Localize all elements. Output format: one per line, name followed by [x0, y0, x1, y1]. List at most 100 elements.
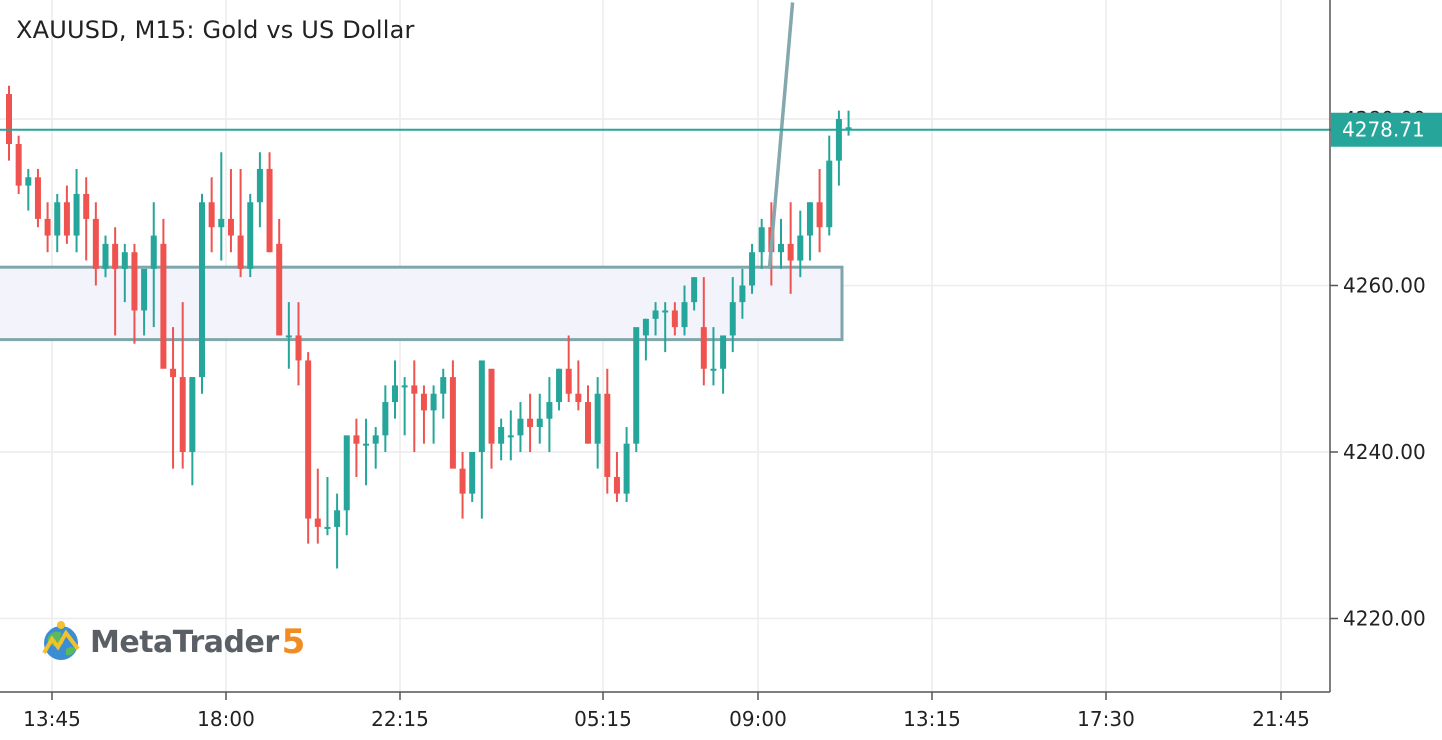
- candle-body-30: [295, 335, 302, 361]
- candle-body-48: [469, 452, 476, 494]
- logo-number: 5: [281, 622, 306, 662]
- candle-body-65: [633, 327, 640, 444]
- y-tick-label-2: 4260.00: [1343, 274, 1426, 298]
- candle-body-38: [372, 435, 379, 444]
- candle-body-86: [835, 119, 842, 161]
- x-tick-label-5: 13:15: [903, 707, 961, 731]
- x-tick-label-7: 21:45: [1252, 707, 1310, 731]
- chart-overlays: [0, 2, 1442, 270]
- candle-body-33: [324, 526, 331, 529]
- candle-body-16: [160, 243, 167, 369]
- x-tick-label-6: 17:30: [1077, 707, 1135, 731]
- candle-body-20: [199, 202, 205, 378]
- metatrader-logo: MetaTrader 5: [38, 619, 305, 665]
- candle-body-40: [392, 385, 398, 403]
- candle-body-87: [845, 127, 852, 130]
- candle-body-47: [459, 468, 466, 494]
- candle-body-72: [700, 327, 707, 369]
- candle-body-14: [141, 268, 148, 311]
- candle-body-67: [652, 310, 659, 319]
- candle-body-46: [449, 377, 456, 469]
- candle-body-28: [276, 243, 283, 336]
- trend-line: [767, 2, 795, 270]
- candle-body-57: [556, 368, 563, 403]
- candle-body-2: [25, 177, 32, 186]
- candle-body-17: [170, 368, 177, 378]
- candle-body-75: [729, 302, 736, 336]
- candle-body-76: [739, 285, 746, 303]
- candle-body-29: [285, 335, 292, 338]
- x-tick-label-2: 22:15: [371, 707, 429, 731]
- candle-body-82: [797, 235, 804, 261]
- candle-body-18: [179, 377, 186, 452]
- candle-body-10: [102, 243, 109, 269]
- candle-body-43: [420, 393, 427, 411]
- candle-body-23: [227, 218, 234, 236]
- candle-body-85: [826, 160, 833, 228]
- current-price-label: 4278.71: [1342, 118, 1425, 142]
- candle-body-7: [73, 193, 80, 236]
- candle-body-61: [594, 393, 601, 444]
- support-zone-layer: [0, 265, 844, 342]
- candle-body-73: [710, 368, 717, 371]
- y-tick-label-0: 4220.00: [1343, 607, 1426, 631]
- candle-body-51: [498, 427, 505, 444]
- x-tick-label-1: 18:00: [197, 707, 255, 731]
- candle-body-6: [63, 202, 70, 236]
- candle-body-39: [382, 402, 389, 436]
- candle-body-27: [266, 168, 273, 253]
- candle-body-60: [585, 402, 591, 444]
- candle-body-19: [189, 377, 196, 452]
- candle-body-64: [623, 443, 630, 494]
- candle-body-68: [662, 310, 669, 313]
- metatrader-globe-icon: [42, 621, 80, 660]
- candle-body-25: [247, 202, 254, 269]
- candle-body-5: [54, 202, 61, 236]
- candle-body-41: [401, 385, 408, 388]
- candle-body-13: [131, 252, 138, 311]
- candle-body-63: [613, 476, 620, 494]
- candle-body-66: [642, 318, 649, 336]
- candle-body-53: [517, 418, 524, 436]
- candle-body-50: [488, 368, 495, 444]
- candlestick-series: [6, 85, 852, 569]
- candle-body-45: [440, 377, 447, 394]
- candle-body-15: [150, 235, 157, 269]
- candle-body-77: [749, 252, 756, 286]
- candle-body-11: [112, 243, 119, 269]
- candle-body-36: [353, 435, 360, 444]
- chart-title: XAUUSD, M15: Gold vs US Dollar: [16, 16, 415, 44]
- logo-word: MetaTrader: [90, 624, 279, 660]
- candle-body-0: [6, 94, 12, 144]
- candle-body-70: [681, 302, 688, 328]
- candle-body-8: [83, 193, 90, 219]
- current-price-tag: [1331, 112, 1442, 147]
- candle-body-81: [787, 243, 794, 261]
- candle-body-4: [44, 218, 51, 236]
- candle-body-12: [121, 252, 128, 269]
- candle-body-31: [305, 360, 312, 519]
- candle-body-24: [237, 235, 244, 269]
- candle-body-56: [546, 402, 553, 419]
- candle-body-78: [758, 227, 765, 253]
- candle-body-54: [527, 418, 534, 428]
- candle-body-1: [15, 143, 22, 186]
- candle-body-83: [806, 202, 813, 236]
- x-tick-label-4: 09:00: [729, 707, 787, 731]
- candle-body-26: [256, 168, 263, 203]
- candle-body-42: [411, 385, 418, 394]
- candle-body-34: [334, 510, 341, 527]
- candle-body-58: [565, 368, 572, 394]
- y-tick-label-1: 4240.00: [1343, 440, 1426, 464]
- candle-body-35: [343, 435, 350, 511]
- candle-body-49: [478, 360, 485, 452]
- candle-body-59: [575, 393, 582, 403]
- x-tick-label-0: 13:45: [23, 707, 81, 731]
- candle-body-71: [691, 277, 698, 303]
- candle-body-69: [671, 310, 678, 328]
- candle-body-84: [816, 202, 823, 228]
- candle-body-32: [314, 518, 321, 527]
- candle-body-3: [34, 177, 41, 219]
